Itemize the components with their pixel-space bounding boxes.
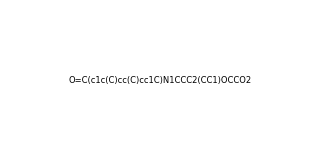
Text: O=C(c1c(C)cc(C)cc1C)N1CCC2(CC1)OCCO2: O=C(c1c(C)cc(C)cc1C)N1CCC2(CC1)OCCO2 [68, 76, 251, 85]
